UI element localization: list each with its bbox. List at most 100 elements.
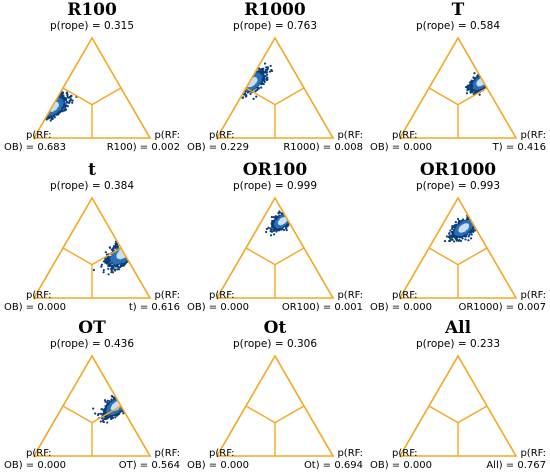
right-vertex-label: p(RF: Ot) = 0.694 [304, 448, 363, 472]
right-vertex-label: p(RF: OR1000) = 0.007 [458, 290, 546, 314]
p-rope-label: p(rope) = 0.233 [415, 338, 501, 350]
sample-point [459, 239, 463, 242]
left-vertex-label-line1: p(RF: [26, 448, 52, 459]
left-vertex-label: p(RF: OB) = 0.000 [4, 448, 66, 472]
ternary-panel: t p(rope) = 0.384 p(RF: OB) = 0.000 p(RF: t) … [4, 160, 180, 316]
region-divider [457, 87, 488, 106]
left-vertex-label-line2: OB) = 0.000 [4, 302, 66, 313]
sample-point [250, 80, 253, 83]
sample-point [260, 86, 263, 89]
sample-point [119, 266, 122, 269]
left-vertex-label-line1: p(RF: [392, 448, 418, 459]
right-vertex-label: p(RF: R1000) = 0.008 [283, 130, 363, 154]
region-divider [428, 405, 459, 424]
sample-point [106, 421, 109, 424]
sample-point [101, 419, 105, 422]
ternary-triangle-svg [32, 36, 152, 139]
sample-point [285, 229, 288, 232]
sample-point [269, 64, 272, 67]
sample-point [265, 73, 269, 76]
right-vertex-label-line2: T) = 0.416 [492, 142, 546, 153]
right-vertex-label-line2: OT) = 0.564 [118, 460, 180, 471]
panel-title: T [451, 0, 465, 20]
sample-point [66, 96, 69, 99]
region-divider [62, 247, 93, 266]
sample-point [69, 97, 72, 101]
sample-point [270, 68, 273, 72]
sample-point [479, 81, 483, 84]
panel-title: Ot [263, 318, 287, 338]
right-vertex-label-line2: All) = 0.767 [486, 460, 546, 471]
sample-point [65, 101, 68, 104]
right-vertex-label-line1: p(RF: [520, 290, 546, 301]
sample-point [468, 233, 471, 237]
region-divider [428, 87, 459, 106]
right-vertex-label-line1: p(RF: [154, 290, 180, 301]
sample-point [119, 264, 122, 267]
panel-title: OR100 [242, 160, 308, 180]
sample-point [263, 62, 267, 65]
sample-point [255, 95, 258, 98]
left-vertex-label-line2: OB) = 0.000 [187, 302, 249, 313]
left-vertex-label-line2: OB) = 0.229 [187, 142, 249, 153]
right-vertex-label-line2: R100) = 0.002 [106, 142, 180, 153]
sample-point [265, 66, 268, 69]
right-vertex-label-line1: p(RF: [520, 448, 546, 459]
sample-point [104, 400, 107, 403]
ternary-panel: R1000 p(rope) = 0.763 p(RF: OB) = 0.229 p(RF… [187, 0, 363, 156]
left-vertex-label: p(RF: OB) = 0.000 [4, 290, 66, 314]
sample-point [110, 271, 113, 274]
region-divider [274, 247, 305, 266]
sample-point [478, 93, 481, 96]
sample-point [113, 268, 117, 271]
ternary-triangle-svg [215, 196, 335, 299]
ternary-panel: OR1000 p(rope) = 0.993 p(RF: OB) = 0.000 p(R… [370, 160, 546, 316]
p-rope-label: p(rope) = 0.999 [232, 180, 318, 192]
sample-point [270, 230, 274, 233]
left-vertex-label: p(RF: OB) = 0.000 [370, 130, 432, 154]
sample-point [270, 228, 273, 231]
sample-point [252, 97, 255, 100]
region-divider [457, 405, 488, 424]
left-vertex-label: p(RF: OB) = 0.683 [4, 130, 66, 154]
sample-point [277, 212, 280, 215]
region-divider [457, 247, 488, 266]
right-vertex-label: p(RF: OR100) = 0.001 [282, 290, 363, 314]
sample-point [462, 227, 465, 230]
sample-point [456, 217, 460, 221]
ternary-panel: OT p(rope) = 0.436 p(RF: OB) = 0.000 p(RF: OT… [4, 318, 180, 474]
right-vertex-label: p(RF: R100) = 0.002 [107, 130, 180, 154]
left-vertex-label-line2: OB) = 0.000 [187, 460, 249, 471]
ternary-panel: OR100 p(rope) = 0.999 p(RF: OB) = 0.000 p(RF… [187, 160, 363, 316]
sample-point [257, 86, 260, 89]
left-vertex-label-line1: p(RF: [209, 290, 235, 301]
region-divider [274, 405, 305, 424]
sample-point [268, 70, 272, 73]
sample-point [470, 233, 473, 236]
right-vertex-label-line2: OR1000) = 0.007 [458, 302, 546, 313]
p-rope-label: p(rope) = 0.763 [232, 20, 318, 32]
sample-point [273, 233, 276, 236]
sample-point [465, 92, 469, 95]
sample-point [241, 96, 245, 99]
right-vertex-label: p(RF: OT) = 0.564 [119, 448, 180, 472]
right-vertex-label: p(RF: t) = 0.616 [129, 290, 180, 314]
sample-point [101, 408, 104, 411]
left-vertex-label: p(RF: OB) = 0.000 [187, 448, 249, 472]
sample-point [451, 238, 454, 241]
sample-point [264, 230, 268, 234]
sample-point [117, 268, 121, 271]
sample-point [110, 398, 113, 401]
sample-point [284, 227, 288, 230]
p-rope-label: p(rope) = 0.384 [49, 180, 135, 192]
sample-point [454, 220, 457, 224]
left-vertex-label-line1: p(RF: [26, 290, 52, 301]
sample-point [278, 211, 282, 214]
right-vertex-label: p(RF: T) = 0.416 [493, 130, 546, 154]
sample-point [107, 273, 110, 276]
left-vertex-label: p(RF: OB) = 0.000 [370, 290, 432, 314]
sample-point [469, 237, 473, 240]
region-divider [62, 405, 93, 424]
sample-point [473, 72, 476, 75]
